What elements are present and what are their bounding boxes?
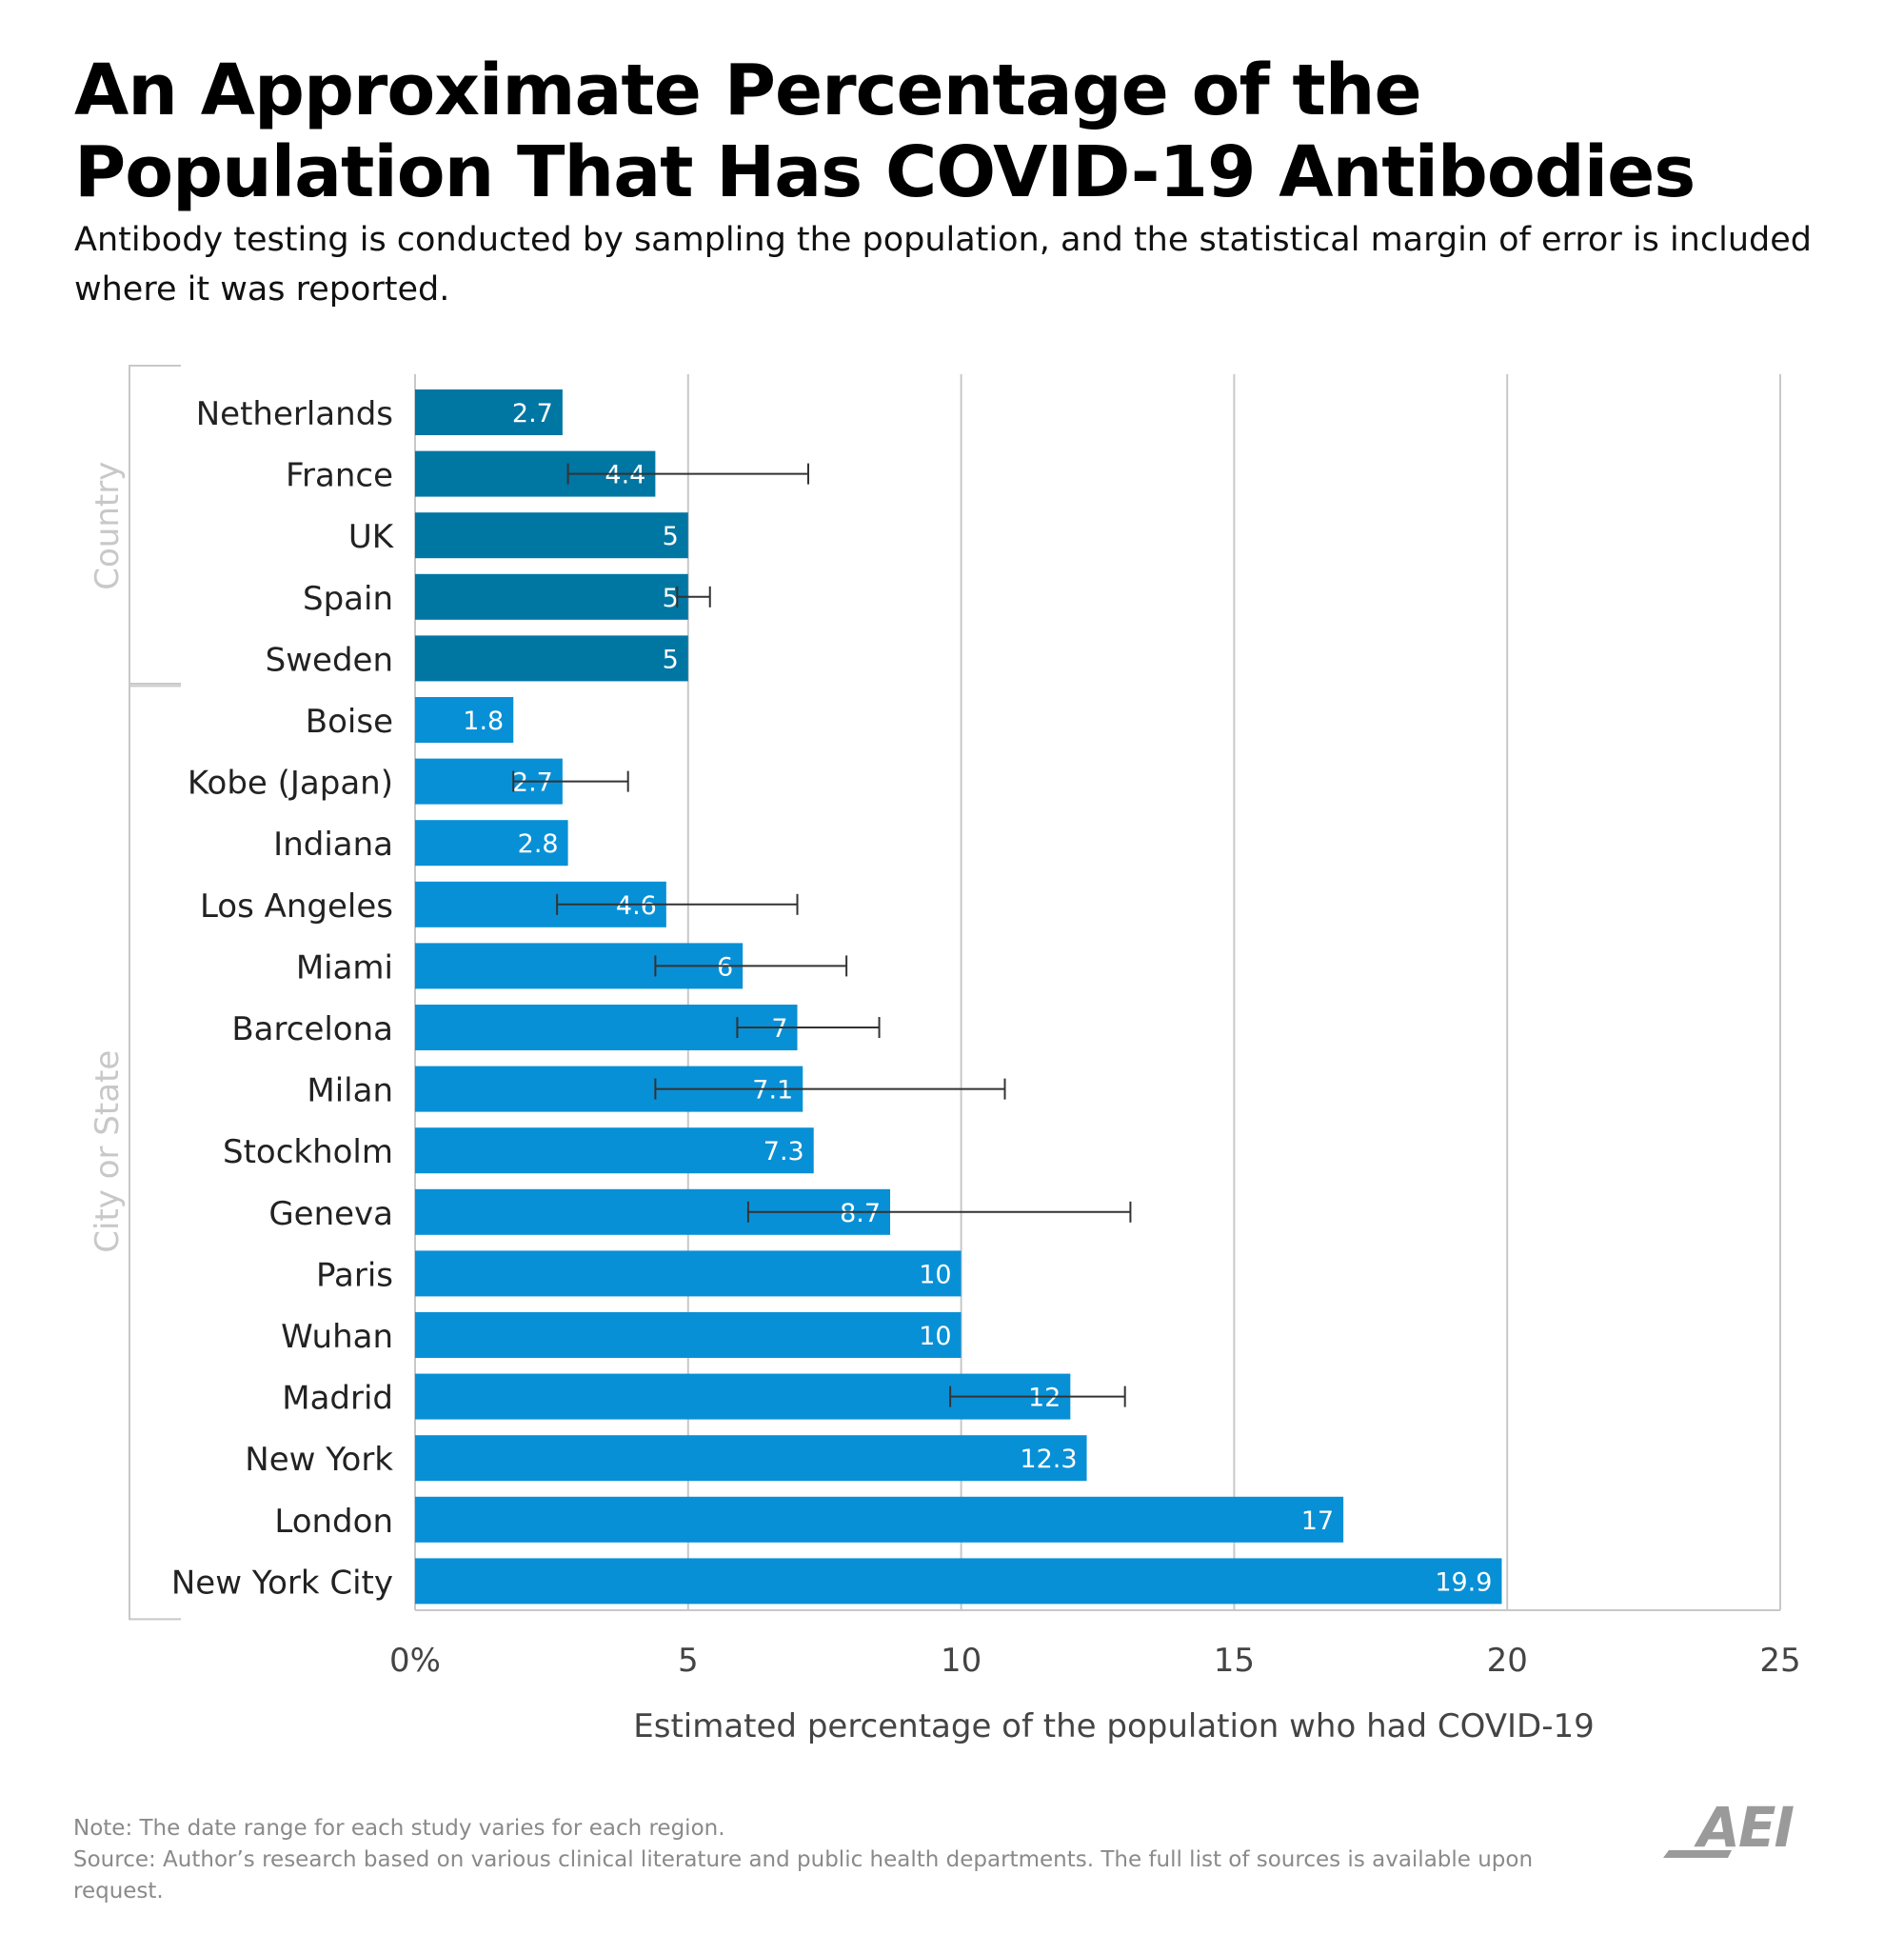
bar — [415, 1558, 1502, 1605]
category-label: Netherlands — [196, 395, 393, 433]
bar — [415, 697, 514, 743]
bar — [415, 1005, 798, 1050]
category-label: Spain — [303, 580, 393, 618]
aei-logo: AEI — [1663, 1795, 1796, 1860]
group-bracket — [129, 683, 181, 1621]
bar — [415, 573, 688, 620]
category-label: Geneva — [268, 1195, 393, 1233]
bar — [415, 1250, 962, 1297]
chart-subtitle: Antibody testing is conducted by samplin… — [74, 221, 1812, 309]
category-label: Los Angeles — [200, 887, 393, 926]
footer-note: Note: The date range for each study vari… — [73, 1816, 725, 1841]
value-label: 10 — [919, 1322, 951, 1351]
value-label: 7.3 — [764, 1137, 804, 1166]
x-tick-label: 20 — [1487, 1642, 1528, 1680]
category-label: Boise — [306, 703, 393, 741]
chart-title: An Approximate Percentage of the Populat… — [74, 50, 1696, 213]
category-label: Milan — [307, 1072, 393, 1110]
value-label: 8.7 — [840, 1199, 881, 1228]
bar — [415, 820, 568, 867]
category-label: Stockholm — [223, 1133, 393, 1171]
value-label: 2.7 — [512, 768, 553, 798]
value-label: 2.8 — [518, 829, 559, 859]
x-axis-label: Estimated percentage of the population w… — [633, 1707, 1595, 1745]
x-tick-label: 10 — [941, 1642, 982, 1680]
bar — [415, 512, 688, 559]
category-label: Indiana — [273, 826, 393, 864]
category-label: Madrid — [282, 1380, 393, 1418]
x-tick-label: 0% — [389, 1642, 441, 1680]
value-label: 1.8 — [463, 707, 504, 736]
bar — [415, 635, 688, 682]
category-label: Barcelona — [231, 1010, 393, 1048]
value-label: 6 — [717, 952, 733, 982]
value-label: 12 — [1028, 1384, 1061, 1413]
category-label: Miami — [296, 948, 393, 987]
footer-source: Source: Author’s research based on vario… — [73, 1847, 1534, 1904]
category-label: Sweden — [266, 641, 393, 679]
category-label: London — [274, 1503, 393, 1541]
svg-text:AEI: AEI — [1694, 1795, 1795, 1860]
category-label: Kobe (Japan) — [188, 765, 393, 803]
group-bracket — [129, 365, 181, 688]
group-label: Country — [89, 462, 127, 590]
value-label: 19.9 — [1435, 1567, 1492, 1597]
x-tick-label: 15 — [1214, 1642, 1255, 1680]
value-label: 5 — [663, 645, 679, 674]
value-label: 4.6 — [616, 891, 657, 921]
bar — [415, 1127, 814, 1174]
bar — [415, 389, 563, 435]
value-label: 12.3 — [1020, 1445, 1077, 1474]
category-label: New York — [245, 1441, 393, 1479]
category-label: Paris — [316, 1256, 393, 1294]
bar — [415, 1312, 962, 1358]
category-label: Wuhan — [281, 1318, 393, 1356]
bar — [415, 1496, 1344, 1543]
value-label: 7 — [771, 1014, 787, 1044]
bar — [415, 1435, 1087, 1482]
category-label: New York City — [171, 1564, 393, 1602]
x-tick-label: 25 — [1759, 1642, 1800, 1680]
category-label: UK — [348, 518, 395, 556]
value-label: 7.1 — [752, 1076, 793, 1106]
value-label: 4.4 — [605, 461, 645, 490]
x-tick-label: 5 — [678, 1642, 699, 1680]
value-label: 2.7 — [512, 399, 553, 429]
value-label: 5 — [663, 522, 679, 551]
chart-footer: Note: The date range for each study vari… — [73, 1813, 1616, 1907]
value-label: 10 — [919, 1260, 951, 1289]
category-label: France — [286, 457, 393, 495]
group-label: City or State — [89, 1050, 127, 1253]
value-label: 5 — [663, 584, 679, 613]
value-label: 17 — [1301, 1506, 1334, 1536]
